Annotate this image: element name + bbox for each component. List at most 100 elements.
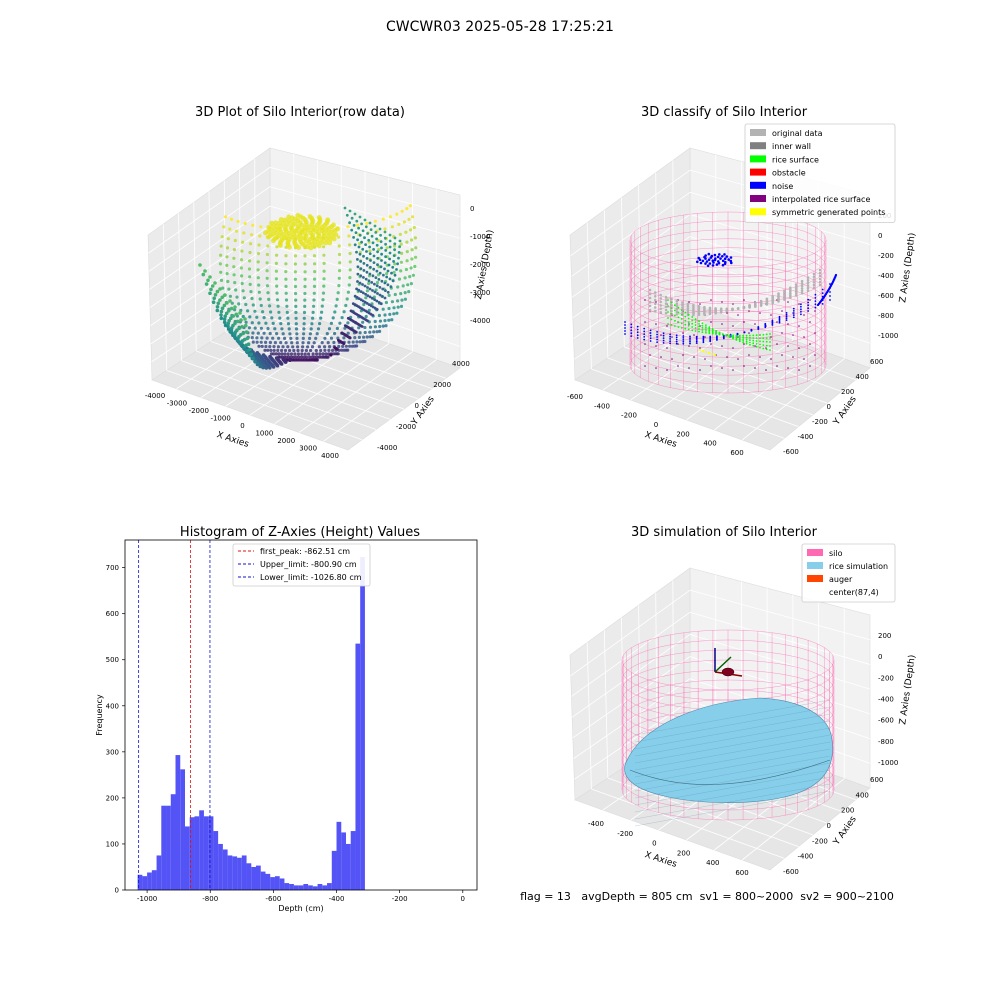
point <box>287 244 292 250</box>
point <box>405 250 409 254</box>
original-point <box>659 311 662 314</box>
original-point <box>812 283 816 287</box>
point <box>233 308 237 312</box>
interpolated-point <box>688 301 690 303</box>
point <box>269 352 274 356</box>
point <box>377 301 381 304</box>
point <box>272 345 276 349</box>
noise-point <box>829 299 831 301</box>
noise-point <box>778 315 781 318</box>
original-point <box>812 281 816 284</box>
noise-point <box>636 331 639 334</box>
point <box>390 271 393 275</box>
point <box>219 253 223 257</box>
point <box>377 278 381 281</box>
rice-surface-point <box>701 322 704 325</box>
histogram-bar <box>251 866 257 890</box>
point <box>397 277 402 281</box>
auger-axis-y <box>714 656 732 673</box>
classify-legend: original data inner wall rice surface obsta… <box>744 123 896 223</box>
point <box>278 217 284 222</box>
point <box>219 309 224 314</box>
point <box>375 284 379 288</box>
grid-line <box>591 788 785 859</box>
rice-surface-point <box>677 326 680 328</box>
y-tick: -2000 <box>396 423 416 431</box>
grid-line <box>638 605 642 757</box>
legend-label: silo <box>829 549 843 558</box>
point <box>219 270 223 274</box>
point <box>384 249 388 252</box>
y-tick-label: 300 <box>106 748 119 756</box>
point <box>225 246 230 250</box>
interpolated-point <box>814 354 816 356</box>
point <box>220 235 224 239</box>
point <box>366 294 370 297</box>
point <box>386 269 390 273</box>
point <box>383 267 386 271</box>
point <box>319 236 325 242</box>
original-point <box>664 311 668 315</box>
point <box>266 224 272 230</box>
point <box>325 332 329 336</box>
legend-swatch <box>807 549 823 556</box>
point <box>250 296 254 301</box>
interpolated-point <box>798 303 800 305</box>
simulation-y-axis-label: Y Axies <box>831 814 859 847</box>
point <box>213 281 217 285</box>
point <box>328 345 332 349</box>
point <box>203 269 207 273</box>
point <box>303 277 307 281</box>
noise-point <box>695 339 698 341</box>
y-tick: 0 <box>415 402 419 410</box>
point <box>335 226 340 232</box>
original-point <box>648 296 652 300</box>
point <box>358 340 362 344</box>
noise-point <box>757 326 760 328</box>
point <box>301 336 305 340</box>
rice-surface-point <box>698 325 700 328</box>
point <box>333 331 337 336</box>
point <box>227 309 231 313</box>
noise-point <box>705 260 709 263</box>
original-point <box>736 307 740 310</box>
original-point <box>794 287 798 291</box>
point <box>329 321 333 325</box>
point <box>278 316 282 320</box>
original-point <box>648 288 652 292</box>
point <box>388 245 392 249</box>
rice-surface-point <box>738 334 741 337</box>
rice-surface-point <box>732 334 734 337</box>
point <box>376 292 379 295</box>
point <box>250 321 254 325</box>
original-point <box>659 297 662 300</box>
interpolated-point <box>693 356 695 358</box>
point <box>268 304 272 308</box>
point <box>257 321 261 325</box>
point <box>376 256 380 260</box>
point <box>229 306 234 311</box>
point <box>322 261 326 265</box>
point <box>356 258 359 261</box>
point <box>375 269 379 273</box>
symmetric-point <box>699 349 701 351</box>
point <box>364 225 368 229</box>
grid-line <box>254 158 256 313</box>
original-point <box>670 297 673 301</box>
legend-swatch <box>750 195 766 202</box>
rice-surface-point <box>725 334 728 336</box>
noise-point <box>708 262 712 265</box>
raw-x-ticks: -4000-3000-2000-1000 0 1000 2000 3000 4000 <box>145 392 339 460</box>
point <box>368 295 372 299</box>
y-tick-label: 200 <box>106 794 119 802</box>
rice-surface-point <box>769 349 771 351</box>
point <box>289 355 293 359</box>
point <box>356 238 359 242</box>
point <box>366 286 369 289</box>
point <box>306 345 310 349</box>
point <box>336 336 340 340</box>
point <box>361 291 365 295</box>
point <box>376 250 379 254</box>
original-point <box>675 302 679 306</box>
noise-point <box>719 257 722 260</box>
